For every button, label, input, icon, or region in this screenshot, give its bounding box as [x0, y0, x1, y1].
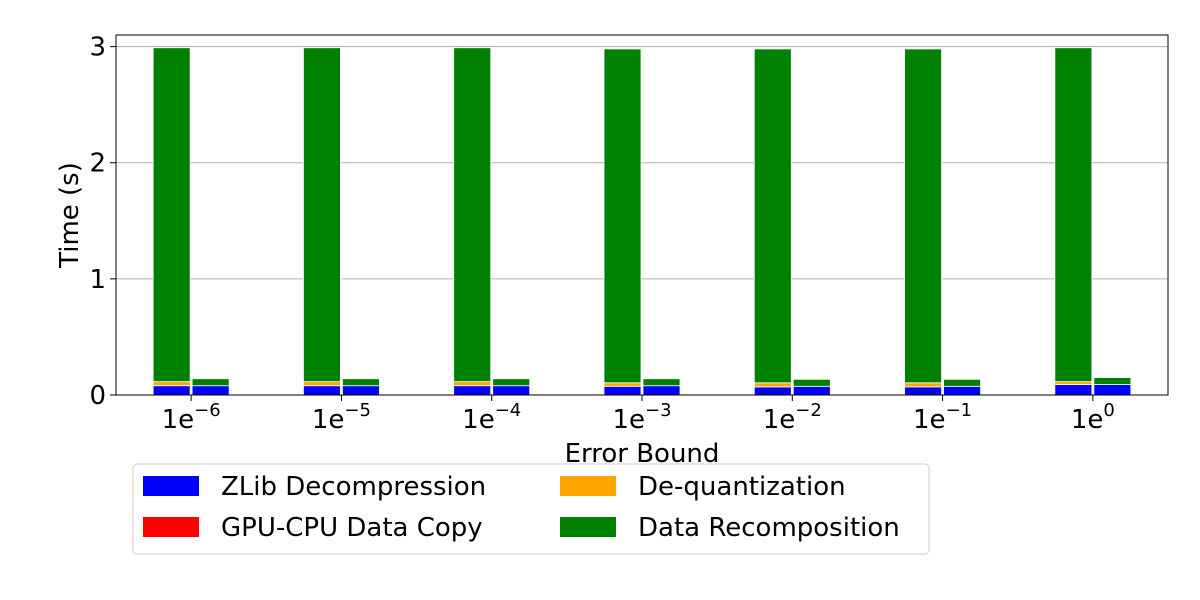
legend-swatch [143, 517, 199, 537]
bar-segment [191, 378, 230, 387]
legend-box [132, 463, 930, 555]
bar-segment [303, 381, 341, 387]
bar-segment [753, 386, 792, 396]
legend-label: ZLib Decompression [221, 472, 486, 502]
y-tick-label: 3 [89, 33, 106, 63]
bar-segment [152, 381, 191, 387]
bar-segment [792, 378, 831, 387]
legend-label: GPU-CPU Data Copy [221, 513, 483, 543]
bar-segment [642, 378, 681, 387]
legend-swatch [560, 476, 616, 496]
bar-segment [603, 385, 642, 396]
bar-segment [342, 378, 380, 387]
legend-label: Data Recomposition [638, 513, 900, 543]
bar-segment [603, 48, 642, 384]
grid-lines [116, 46, 1168, 280]
bar-segment [1054, 381, 1093, 385]
bar-segment [492, 378, 531, 387]
bar-segment [152, 385, 191, 396]
bar-segment [792, 385, 831, 396]
bar-segment [603, 382, 642, 387]
x-tick-label: 1e−2 [763, 400, 822, 435]
x-tick-label: 1e−6 [162, 400, 221, 435]
bar-segment [904, 386, 942, 396]
bar-segment [1054, 384, 1093, 396]
bar-segment [753, 382, 792, 388]
x-tick-label: 1e−4 [462, 400, 521, 435]
bar-segment [904, 48, 942, 384]
legend-swatch [143, 476, 199, 496]
y-tick-label: 1 [89, 265, 106, 295]
bar-segment [152, 47, 191, 383]
bar-segment [1054, 47, 1093, 383]
bar-segment [943, 385, 981, 396]
x-tick-label: 1e0 [1071, 400, 1115, 435]
plot-frame [115, 34, 1169, 396]
bar-segment [943, 378, 981, 387]
x-tick-label: 1e−3 [612, 400, 671, 435]
bar-segment [1093, 384, 1132, 396]
x-tick-label: 1e−1 [913, 400, 972, 435]
y-tick-label: 2 [89, 149, 106, 179]
bar-segment [303, 385, 341, 396]
bar-segment [453, 381, 492, 387]
bar-segment [904, 382, 942, 388]
bar-segment [453, 47, 492, 383]
y-axis: 0 1 2 3 [89, 33, 116, 411]
bar-segment [303, 47, 341, 383]
x-axis: 1e−6 1e−5 1e−4 1e−3 1e−2 1e−1 1e0 [162, 395, 1115, 435]
bar-segment [1093, 377, 1132, 385]
bar-segment [191, 385, 230, 396]
bar-segment [492, 385, 531, 396]
legend-label: De-quantization [638, 472, 846, 502]
x-tick-label: 1e−5 [312, 400, 371, 435]
bar-segment [642, 385, 681, 396]
y-tick-label: 0 [89, 381, 106, 411]
bars [152, 47, 1132, 396]
legend: ZLib Decompression GPU-CPU Data Copy De-qu… [132, 463, 930, 555]
bar-segment [753, 48, 792, 384]
y-axis-label: Time (s) [55, 162, 85, 269]
bar-segment [342, 385, 380, 396]
legend-swatch [560, 517, 616, 537]
bar-segment [453, 385, 492, 396]
